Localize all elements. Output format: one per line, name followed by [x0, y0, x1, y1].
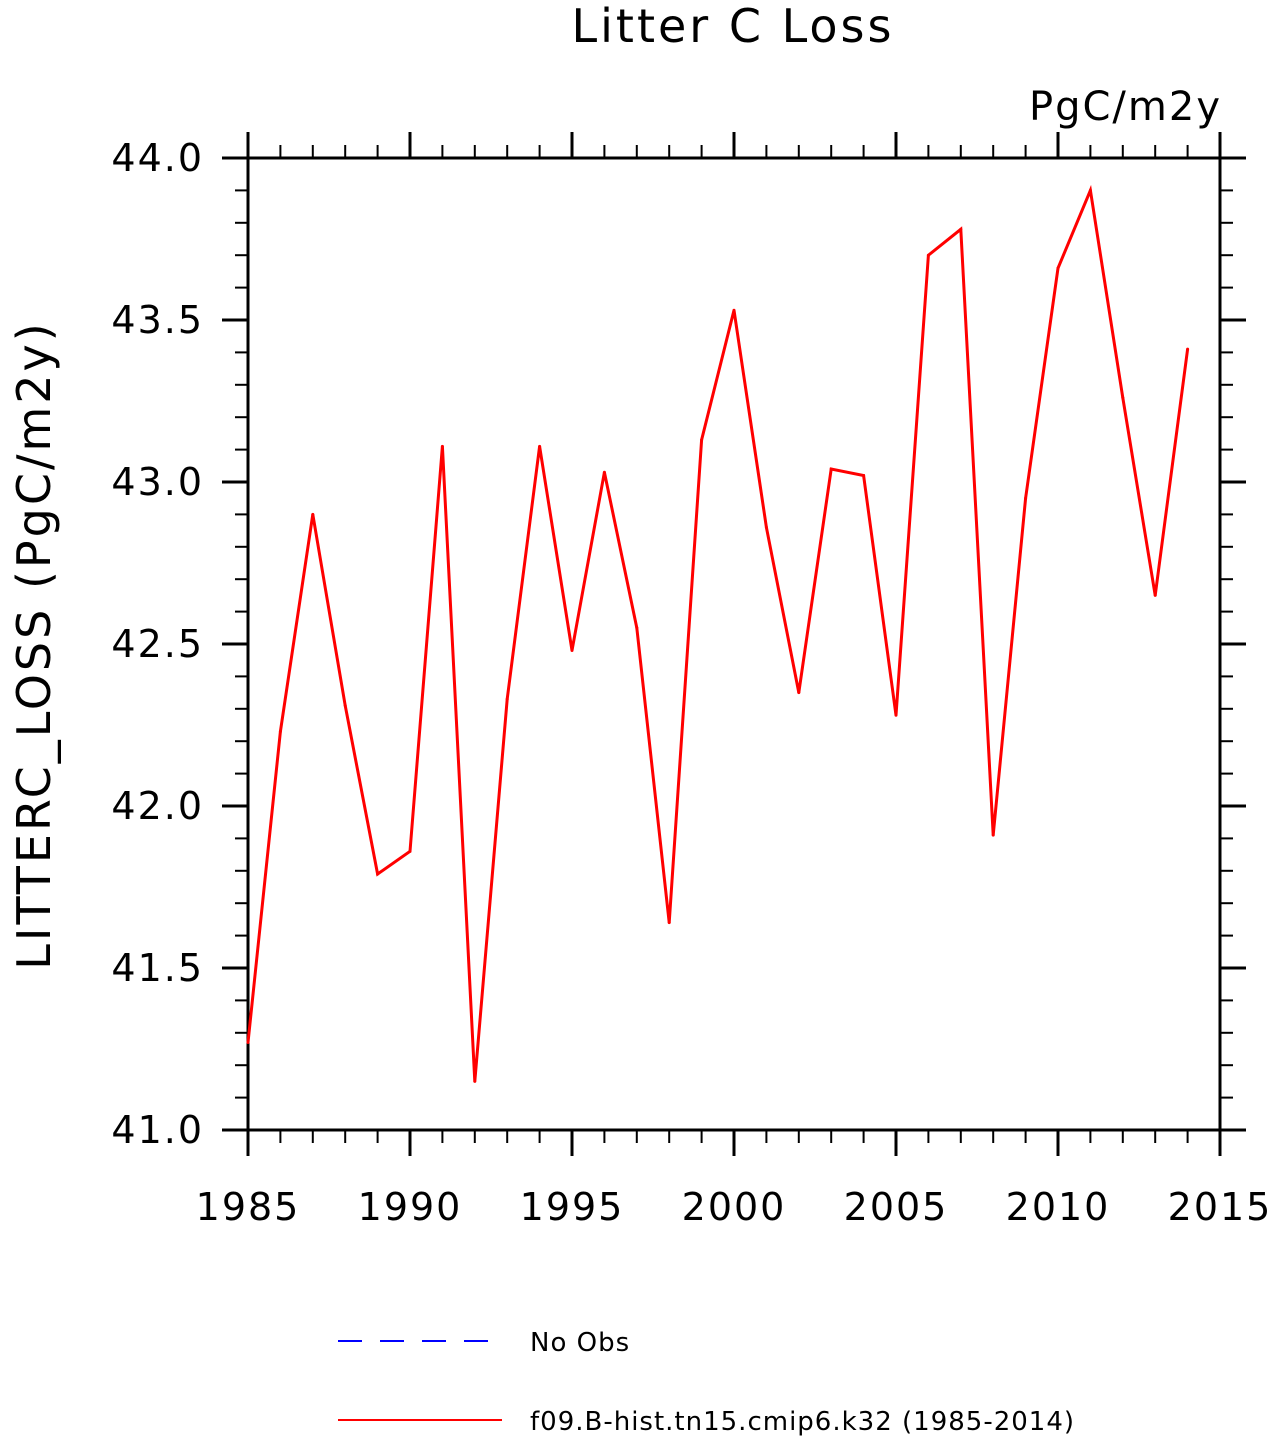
data-point [862, 474, 866, 478]
data-point [602, 470, 606, 474]
series-layer [246, 184, 1190, 1083]
data-point [408, 849, 412, 853]
data-point [343, 704, 347, 708]
data-point [959, 227, 963, 231]
y-tick-label: 42.5 [111, 622, 204, 666]
x-tick-label: 1995 [520, 1185, 625, 1229]
data-point [894, 713, 898, 717]
data-point [1088, 188, 1092, 192]
data-point [538, 444, 542, 448]
data-point [1024, 496, 1028, 500]
legend-label-no-obs: No Obs [530, 1328, 630, 1358]
y-tick-labels: 41.0 41.5 42.0 42.5 43.0 43.5 44.0 [111, 136, 204, 1152]
data-point [700, 438, 704, 442]
data-point [764, 525, 768, 529]
data-point [667, 921, 671, 925]
x-tick-label: 2010 [1006, 1185, 1111, 1229]
legend: No Obs f09.B-hist.tn15.cmip6.k32 (1985-2… [338, 1328, 1075, 1437]
data-point [1056, 266, 1060, 270]
data-point [926, 253, 930, 257]
plot-frame [246, 156, 1222, 1132]
series-line [246, 184, 1190, 1082]
major-ticks [222, 132, 1246, 1156]
y-tick-label: 44.0 [111, 136, 204, 180]
y-tick-label: 41.5 [111, 946, 204, 990]
data-point [797, 691, 801, 695]
data-point [732, 308, 736, 312]
data-point [440, 444, 444, 448]
data-point [473, 1079, 477, 1083]
y-tick-label: 42.0 [111, 784, 204, 828]
data-point [376, 872, 380, 876]
data-point [311, 512, 315, 516]
data-point [505, 697, 509, 701]
y-axis-label: LITTERC_LOSS (PgC/m2y) [7, 320, 61, 969]
y-tick-label: 43.5 [111, 298, 204, 342]
y-tick-label: 43.0 [111, 460, 204, 504]
data-point [1186, 347, 1190, 351]
data-point [1121, 396, 1125, 400]
x-tick-label: 1985 [196, 1185, 301, 1229]
data-point [246, 1041, 250, 1045]
x-tick-labels: 1985 1990 1995 2000 2005 2010 2015 [196, 1185, 1273, 1229]
legend-label-model: f09.B-hist.tn15.cmip6.k32 (1985-2014) [530, 1407, 1075, 1437]
chart-title: Litter C Loss [572, 0, 895, 53]
data-point [278, 729, 282, 733]
x-tick-label: 2000 [682, 1185, 787, 1229]
units-label: PgC/m2y [1029, 84, 1222, 130]
x-tick-label: 1990 [358, 1185, 463, 1229]
x-tick-label: 2015 [1168, 1185, 1273, 1229]
data-point [829, 467, 833, 471]
data-point [991, 833, 995, 837]
data-point [635, 626, 639, 630]
x-tick-label: 2005 [844, 1185, 949, 1229]
data-point [1153, 593, 1157, 597]
minor-ticks [235, 145, 1233, 1143]
data-point [570, 648, 574, 652]
y-tick-label: 41.0 [111, 1108, 204, 1152]
